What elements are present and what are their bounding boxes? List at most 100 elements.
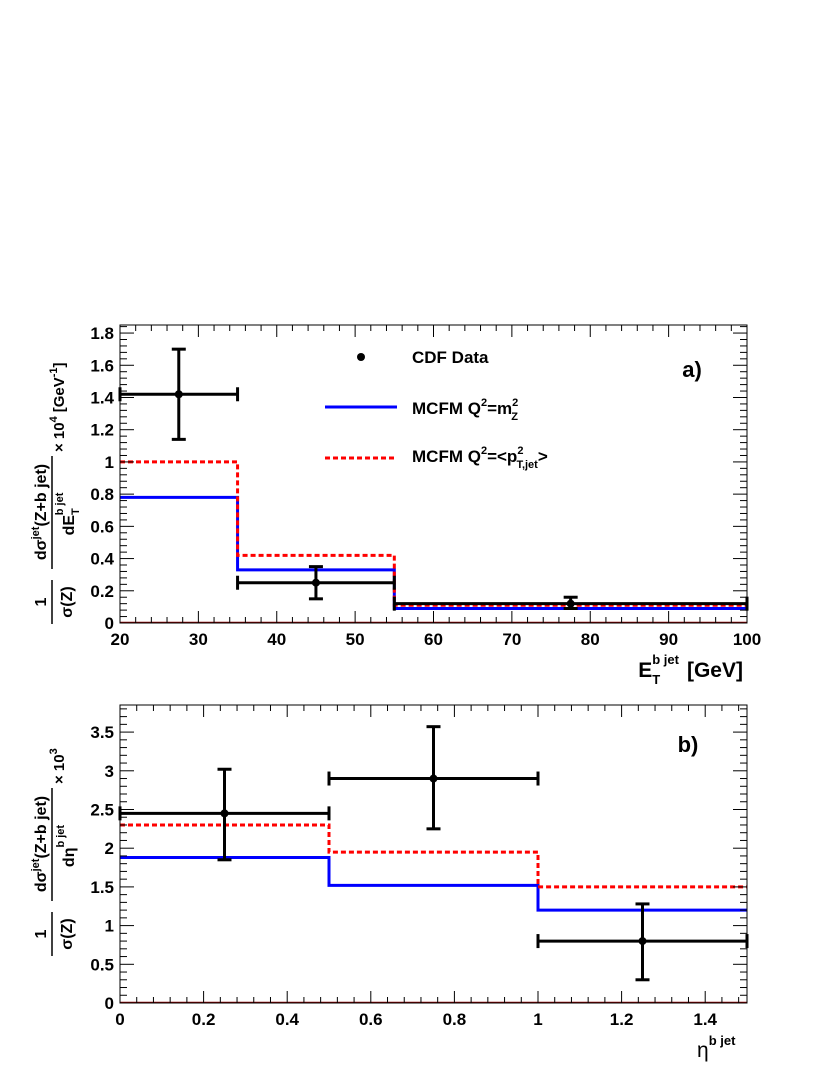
panel-a-xtick-label: 90: [659, 630, 678, 649]
panel-b-xlabel: ηb jet: [697, 1033, 736, 1062]
panel-b: 0 0.2 0.4 0.6 0.8 1 1.2 1.400.511.522.533.5 b) …: [30, 704, 749, 1062]
ylabel-b-lead: 1: [33, 929, 50, 938]
panel-a-data-point-1: [236, 565, 396, 601]
legend-entry-mcfm-pt: MCFM Q2=<p2 T,jet>: [412, 445, 548, 471]
ylabel-b-den: dηb jet: [55, 825, 78, 867]
panel-b-xtick-label: 0.2: [192, 1010, 216, 1029]
ylabel-a-lead-den: σ(Z): [59, 586, 76, 617]
panel-a-ylabel: 1 σ(Z) dσjet(Z+b jet) dETb jet × 104 [GeV…: [30, 362, 82, 624]
panel-b-data-point-0: [118, 767, 331, 862]
panel-a-xtick-label: 40: [267, 630, 286, 649]
panel-b-data-point-1: [327, 725, 540, 831]
legend-mz-sub2: Z: [511, 411, 518, 423]
panel-b-series-mcfm-pt: [120, 823, 747, 889]
ylabel-a-den-main: dE: [61, 515, 78, 536]
panel-b-data-point-2: [536, 902, 749, 982]
ylabel-b-num-sup: jet: [30, 858, 42, 872]
panel-b-ytick-label: 3.5: [90, 723, 114, 742]
ylabel-b-num-main: dσ: [33, 871, 50, 892]
ylabel-a-den-sup: b jet: [54, 492, 66, 515]
panel-b-series-mcfm-mz: [120, 855, 747, 912]
panel-a-plot: [118, 347, 749, 624]
panel-a-ytick-label: 1.4: [90, 388, 114, 407]
legend-entry-mcfm-mz: MCFM Q2=m2 Z: [412, 397, 518, 423]
panel-a-ytick-label: 0.2: [90, 582, 114, 601]
panel-a-xlabel: ETb jet [GeV]: [638, 652, 743, 687]
xlabel-b-main: η: [697, 1039, 709, 1062]
panel-a-data-point-0: [118, 347, 240, 441]
ylabel-a-lead: 1: [33, 597, 50, 606]
ylabel-b-num-rest: (Z+b jet): [33, 796, 50, 859]
panel-a-ytick-label: 0.8: [90, 485, 114, 504]
legend-mz-sup: 2: [481, 397, 487, 409]
ylabel-b-scale: × 103: [48, 748, 68, 784]
panel-b-xtick-label: 1: [533, 1010, 542, 1029]
panel-a-xtick-label: 30: [189, 630, 208, 649]
ylabel-b-scale-exp: 3: [48, 748, 60, 754]
xlabel-a-unit: [GeV]: [687, 659, 743, 682]
ylabel-a-den-sub: T: [70, 508, 82, 515]
legend-mz-sup2: 2: [512, 397, 518, 409]
legend-mz-mid: =m: [487, 399, 512, 418]
legend-pt-text: MCFM Q: [412, 447, 481, 466]
xlabel-b-sup: b jet: [709, 1033, 736, 1048]
ylabel-a-num: dσjet(Z+b jet): [30, 464, 50, 560]
panel-b-frame: [119, 704, 748, 1004]
ylabel-a-num-main: dσ: [33, 539, 50, 560]
panel-b-ticks: 0 0.2 0.4 0.6 0.8 1 1.2 1.4 0 0.5 1 1.5 2 2.5 3 3.5: [90, 705, 747, 1029]
panel-a-frame: [119, 324, 748, 624]
panel-b-ytick-label: 1.5: [90, 878, 114, 897]
ylabel-a-unit: [GeV: [51, 377, 68, 412]
panel-a-xtick-label: 20: [111, 630, 130, 649]
panel-b-ytick-label: 3: [105, 762, 114, 781]
panel-b-xtick-label: 0.4: [275, 1010, 299, 1029]
ylabel-a-scale: × 104 [GeV-1]: [48, 362, 68, 452]
legend-pt-sup2: 2: [517, 445, 523, 457]
panel-a-ticks: 20 30 40 50 60 70 80 90 100 0 0.2 0.4 0.6 0.8 1 1.2 1.4 1…: [90, 324, 761, 649]
panel-a-ytick-label: 1.8: [90, 324, 114, 343]
panel-a-xtick-label: 80: [581, 630, 600, 649]
xlabel-a-main: E: [638, 659, 652, 682]
panel-b-xtick-label: 0.8: [443, 1010, 467, 1029]
panel-a-xtick-label: 60: [424, 630, 443, 649]
panel-b-ytick-label: 0: [105, 994, 114, 1013]
ylabel-a-scale-exp: 4: [48, 415, 60, 422]
ylabel-b-den-main: dη: [61, 848, 78, 868]
panel-b-xtick-label: 0.6: [359, 1010, 383, 1029]
panel-a-marker-1: [311, 578, 320, 587]
panel-a-ytick-label: 0.6: [90, 517, 114, 536]
ylabel-a-den: dETb jet: [54, 492, 82, 535]
panel-b-label: b): [678, 732, 699, 757]
panel-a-marker-2: [566, 599, 575, 608]
legend-mz-text: MCFM Q: [412, 399, 481, 418]
legend-pt-tail: >: [538, 447, 548, 466]
panel-a-xtick-label: 50: [346, 630, 365, 649]
panel-a-series-mcfm-mz: [120, 495, 747, 611]
panel-a: 20 30 40 50 60 70 80 90 100 0 0.2 0.4 0.6 0.8 1 1.2 1.4 1…: [30, 324, 761, 687]
panel-b-marker-1: [429, 774, 438, 783]
panel-b-marker-0: [220, 809, 229, 818]
ylabel-a-unit-close: ]: [51, 362, 68, 367]
panel-b-plot: [118, 725, 749, 1004]
ylabel-a-num-sup: jet: [30, 526, 42, 540]
legend-pt-sub2: T,jet: [516, 459, 538, 471]
panel-a-ytick-label: 1.6: [90, 356, 114, 375]
ylabel-a-scale-main: × 10: [51, 422, 68, 452]
xlabel-a-sup: b jet: [652, 652, 679, 667]
panel-b-xtick-label: 1.2: [610, 1010, 634, 1029]
panel-a-marker-0: [174, 390, 183, 399]
panel-a-label: a): [682, 357, 702, 382]
panel-b-marker-2: [638, 937, 647, 946]
legend-data-marker: [357, 353, 365, 361]
panel-a-ytick-label: 1.2: [90, 421, 114, 440]
panel-b-ytick-label: 1: [105, 917, 114, 936]
xlabel-a-sub: T: [652, 672, 660, 687]
panel-b-ytick-label: 2: [105, 839, 114, 858]
ylabel-a-unit-exp: -1: [48, 367, 60, 377]
ylabel-a-num-rest: (Z+b jet): [33, 464, 50, 527]
panel-b-xtick-label: 0: [115, 1010, 124, 1029]
ylabel-b-num: dσjet(Z+b jet): [30, 796, 50, 892]
panel-a-legend: CDF Data MCFM Q2=m2 Z MCFM Q2=<p2 T,jet>: [325, 348, 548, 471]
legend-entry-data: CDF Data: [412, 348, 489, 367]
